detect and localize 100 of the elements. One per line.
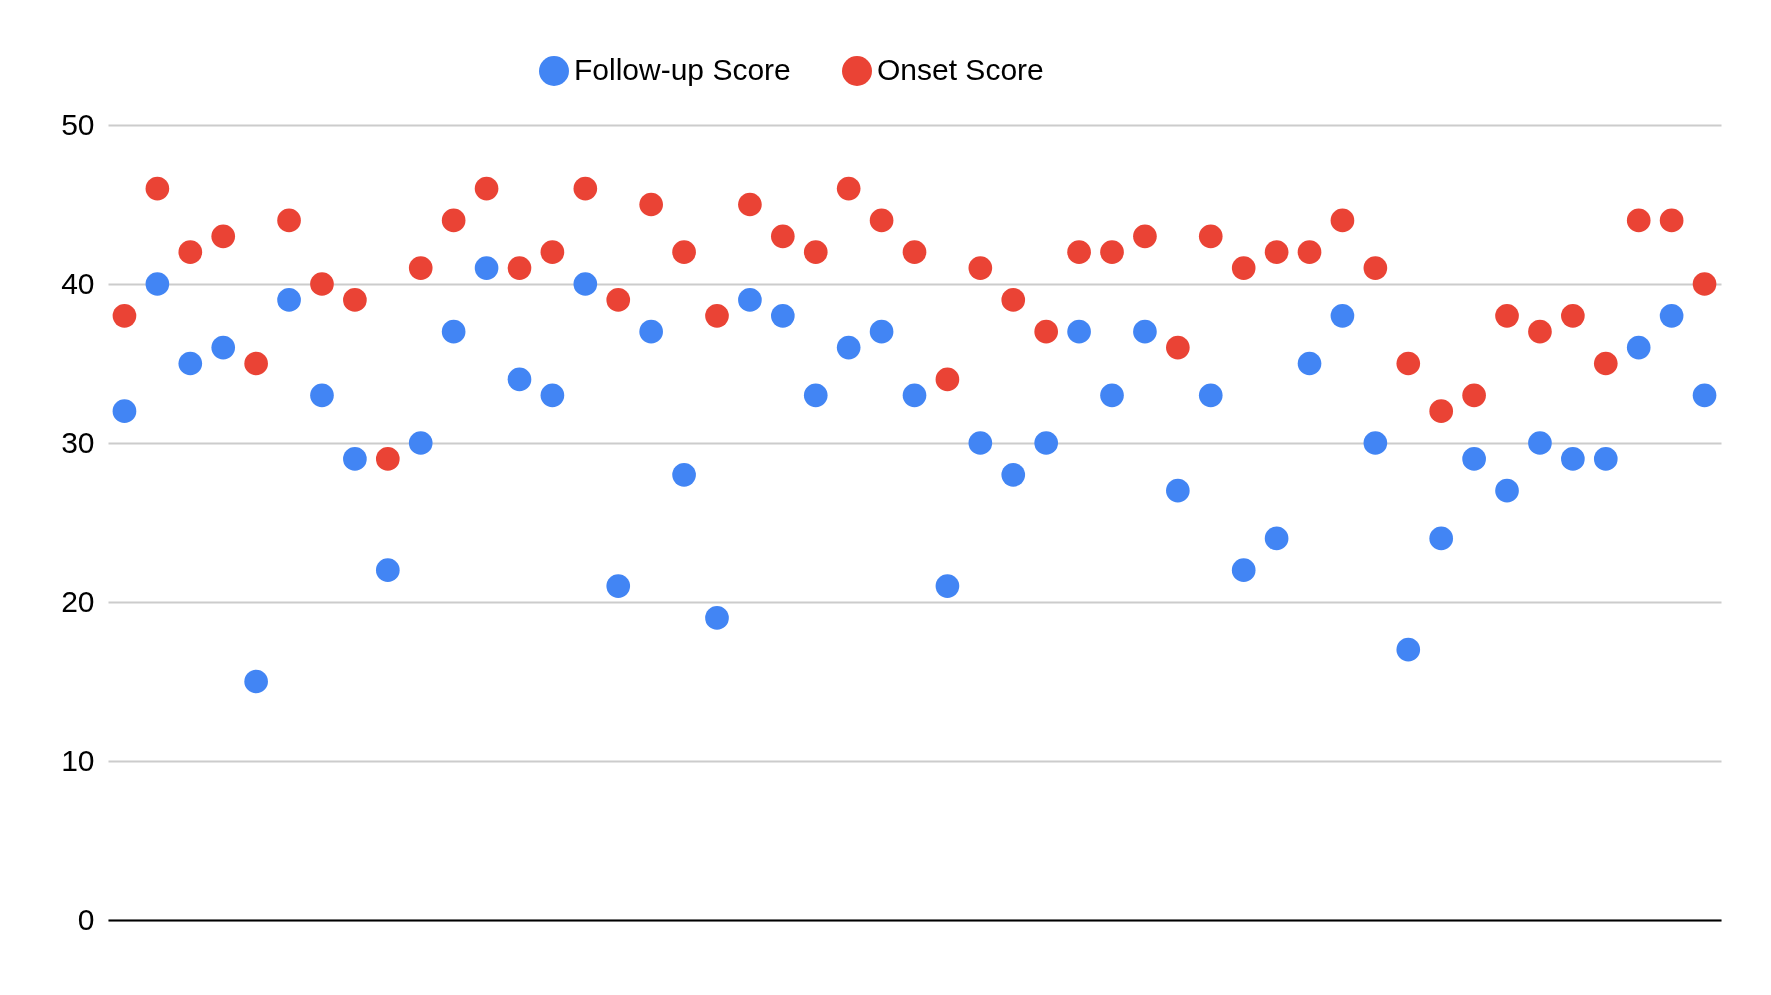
- point: [178, 351, 203, 376]
- point: [738, 288, 762, 312]
- point: [343, 447, 367, 471]
- y-tick-label: 20: [61, 584, 95, 618]
- point: [1396, 637, 1421, 662]
- point: [1593, 447, 1618, 471]
- point: [803, 383, 828, 408]
- point: [1067, 319, 1091, 344]
- point: [1166, 478, 1190, 503]
- point: [1067, 240, 1091, 265]
- point: [277, 288, 301, 312]
- point: [244, 669, 268, 694]
- point: [1297, 351, 1322, 376]
- point: [902, 240, 927, 265]
- point: [1528, 319, 1552, 344]
- point: [244, 351, 268, 376]
- point: [112, 303, 137, 328]
- point: [1692, 383, 1717, 408]
- point: [1100, 240, 1124, 265]
- point: [935, 367, 960, 392]
- point: [343, 288, 367, 312]
- point: [869, 319, 894, 344]
- point: [1561, 447, 1585, 471]
- point: [1528, 431, 1552, 455]
- point: [441, 319, 466, 344]
- point: [211, 224, 236, 249]
- point: [803, 240, 828, 265]
- point: [1462, 383, 1486, 408]
- point: [1593, 351, 1618, 376]
- point: [1034, 319, 1059, 344]
- point: [1626, 208, 1651, 233]
- point: [606, 574, 631, 598]
- point: [540, 383, 565, 408]
- point: [145, 176, 170, 201]
- point: [1692, 272, 1717, 296]
- point: [672, 240, 696, 265]
- point: [1034, 431, 1059, 455]
- point: [1626, 335, 1651, 360]
- point: [1133, 319, 1157, 344]
- point: [836, 335, 861, 360]
- point: [1396, 351, 1421, 376]
- point: [1231, 256, 1256, 280]
- point: [277, 208, 301, 233]
- point: [1198, 224, 1223, 249]
- point: [408, 431, 433, 455]
- point: [178, 240, 203, 265]
- point: [1429, 526, 1454, 551]
- point: [1100, 383, 1124, 408]
- point: [869, 208, 894, 233]
- point: [1166, 335, 1190, 360]
- point: [968, 431, 993, 455]
- y-tick-label: 40: [61, 266, 95, 300]
- point: [1429, 399, 1454, 424]
- point: [705, 303, 729, 328]
- point: [573, 176, 598, 201]
- point: [1133, 224, 1157, 249]
- point: [705, 606, 729, 630]
- point: [902, 383, 927, 408]
- point: [375, 558, 400, 583]
- point: [310, 383, 334, 408]
- point: [375, 447, 400, 471]
- point: [1659, 208, 1684, 233]
- point: [1001, 288, 1026, 312]
- point: [441, 208, 466, 233]
- legend-label: Follow-up Score: [574, 53, 791, 86]
- y-tick-label: 10: [61, 743, 95, 777]
- point: [540, 240, 565, 265]
- point: [1264, 240, 1289, 265]
- point: [1495, 303, 1519, 328]
- point: [1363, 256, 1388, 280]
- point: [310, 272, 334, 296]
- point: [1198, 383, 1223, 408]
- point: [1231, 558, 1256, 583]
- point: [639, 192, 663, 217]
- point: [474, 256, 499, 280]
- point: [474, 176, 499, 201]
- point: [935, 574, 960, 598]
- point: [968, 256, 993, 280]
- point: [1363, 431, 1388, 455]
- point: [1561, 303, 1585, 328]
- point: [770, 303, 795, 328]
- point: [507, 367, 532, 392]
- point: [408, 256, 433, 280]
- point: [112, 399, 137, 424]
- y-tick-label: 30: [61, 425, 95, 459]
- point: [606, 288, 631, 312]
- point: [672, 462, 696, 487]
- point: [1001, 462, 1026, 487]
- point: [1462, 447, 1486, 471]
- point: [1264, 526, 1289, 551]
- point: [770, 224, 795, 249]
- point: [573, 272, 598, 296]
- y-tick-label: 0: [77, 902, 95, 936]
- point: [1659, 303, 1684, 328]
- point: [1495, 478, 1519, 503]
- point: [738, 192, 762, 217]
- point: [145, 272, 170, 296]
- point: [639, 319, 663, 344]
- point: [1330, 208, 1355, 233]
- legend-label: Onset Score: [877, 53, 1044, 86]
